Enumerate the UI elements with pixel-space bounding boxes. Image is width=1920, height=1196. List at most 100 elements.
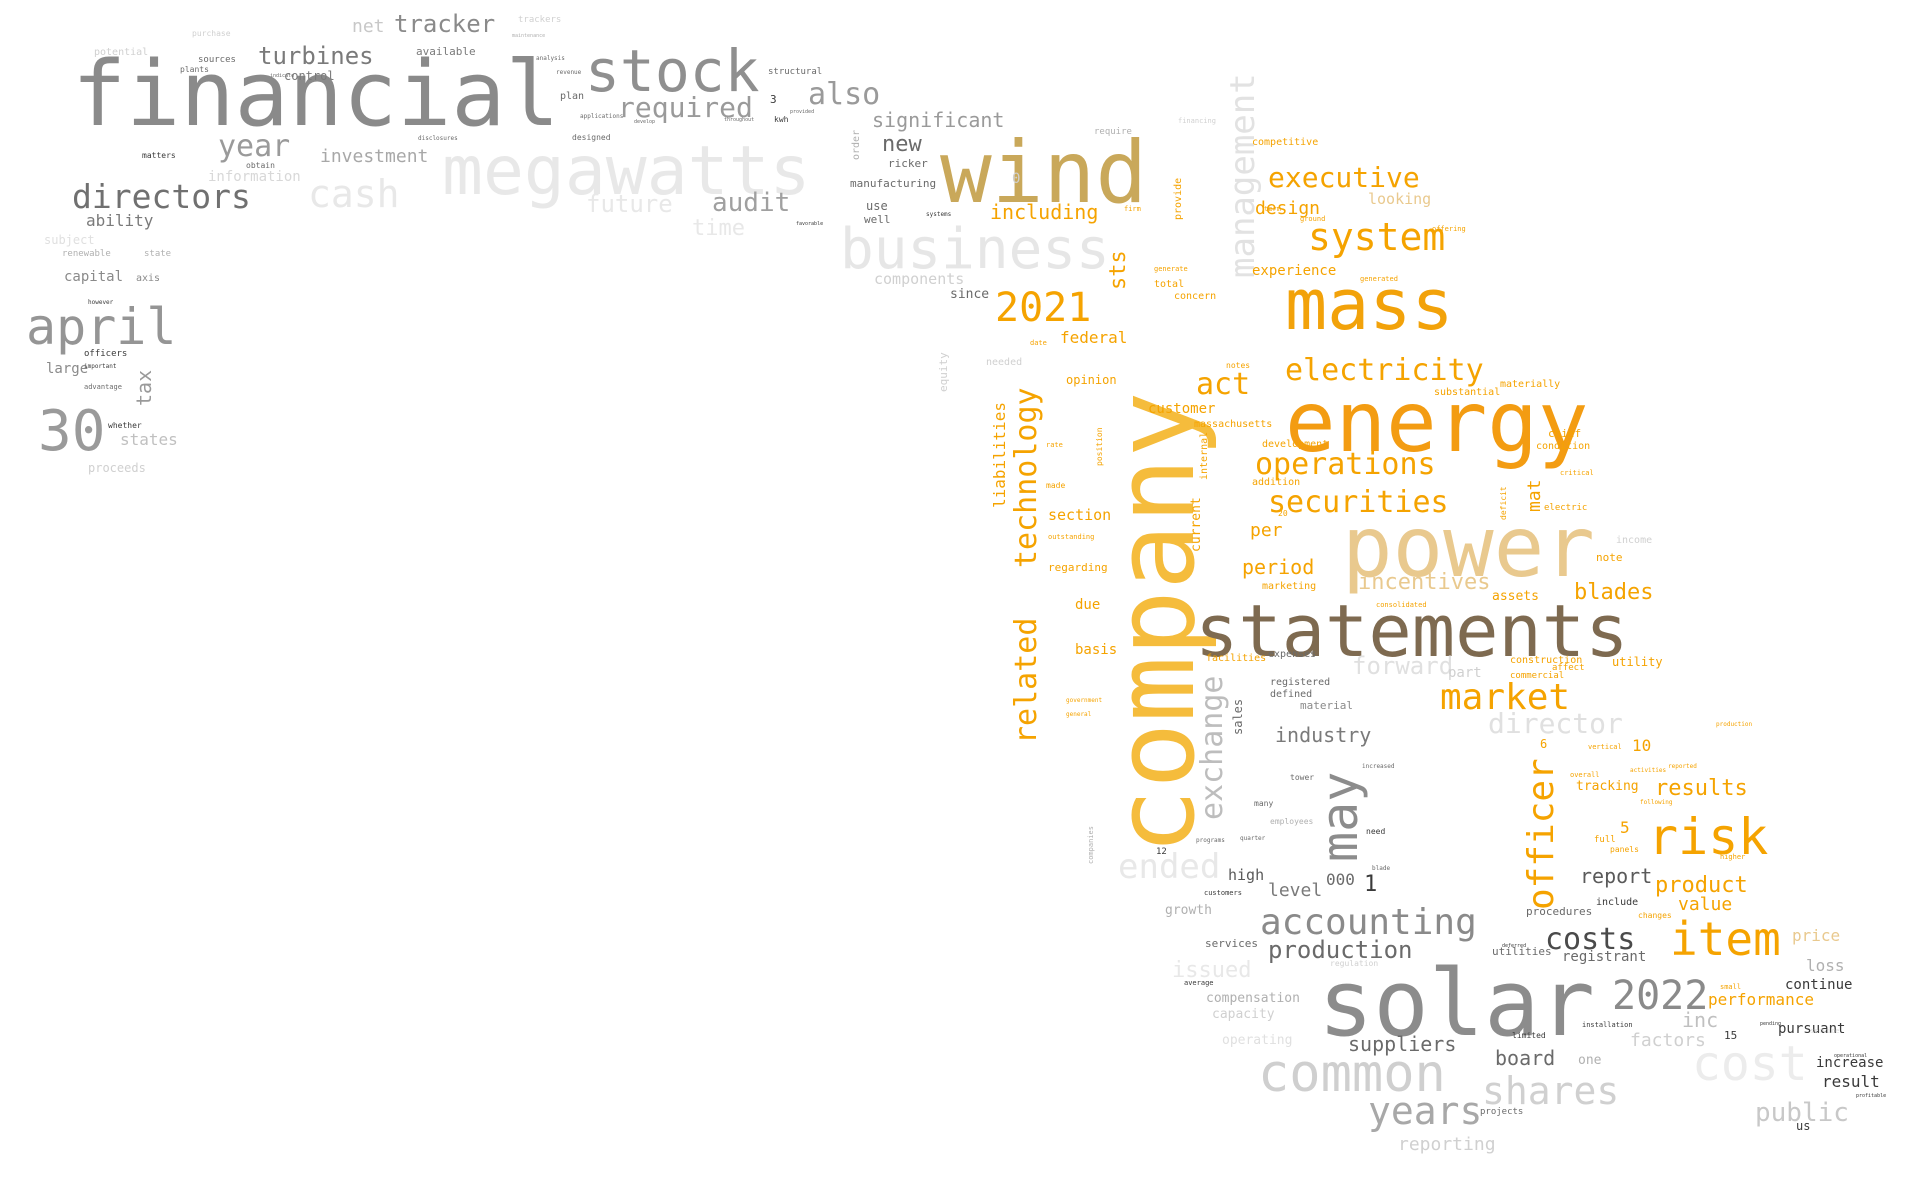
word-information: information xyxy=(208,169,301,185)
word-shares: shares xyxy=(1482,1069,1620,1113)
word-revenue: revenue xyxy=(556,69,582,76)
word-audit: audit xyxy=(712,188,791,218)
word-investment: investment xyxy=(320,146,429,167)
word-power: power xyxy=(1342,498,1595,596)
word-services: services xyxy=(1205,937,1258,950)
word-also: also xyxy=(808,77,881,112)
word-sales: sales xyxy=(1231,698,1245,735)
word-changes: changes xyxy=(1638,911,1672,920)
word-value: value xyxy=(1678,894,1733,915)
word-disclosures: disclosures xyxy=(418,135,458,142)
word-favorable: favorable xyxy=(796,221,824,227)
word-business: business xyxy=(840,217,1110,282)
word-reporting: reporting xyxy=(1398,1134,1496,1155)
word-continue: continue xyxy=(1785,977,1853,993)
word-outstanding: outstanding xyxy=(1048,533,1095,541)
word-overall: overall xyxy=(1570,771,1600,779)
word-accounting: accounting xyxy=(1260,902,1477,943)
word-materially: materially xyxy=(1500,379,1561,390)
word-inc: inc xyxy=(1682,1008,1719,1032)
word-level: level xyxy=(1268,880,1323,901)
word-regarding: regarding xyxy=(1048,561,1108,574)
word-operating: operating xyxy=(1222,1033,1293,1048)
word-0: 0 xyxy=(1012,171,1021,187)
word-activities: activities xyxy=(1630,767,1667,774)
word-production: production xyxy=(1268,936,1413,964)
word-customer: customer xyxy=(1148,401,1216,417)
word-2022: 2022 xyxy=(1612,973,1709,1019)
word-sts: sts xyxy=(1106,250,1131,290)
word-small: small xyxy=(1720,983,1742,991)
word-design: design xyxy=(1255,198,1321,219)
word-profitable: profitable xyxy=(1856,1093,1887,1099)
word-growth: growth xyxy=(1165,903,1212,918)
word-period: period xyxy=(1242,555,1315,579)
word-company: company xyxy=(1091,391,1219,855)
word-average: average xyxy=(1184,979,1214,987)
word-tracker: tracker xyxy=(394,10,496,38)
word-required: required xyxy=(618,91,753,124)
word-april: april xyxy=(26,298,177,356)
word-utilities: utilities xyxy=(1492,945,1552,958)
word-management: management xyxy=(1223,73,1263,278)
word-structural: structural xyxy=(768,67,823,77)
word-blade: blade xyxy=(1372,865,1391,872)
word-state: state xyxy=(144,249,172,259)
word-30: 30 xyxy=(38,399,106,464)
word-applications: applications xyxy=(580,113,624,120)
word-significant: significant xyxy=(872,108,1005,132)
word-liabilities: liabilities xyxy=(990,402,1009,508)
word-notes: notes xyxy=(1226,361,1251,370)
word-ground: ground xyxy=(1300,215,1326,223)
word-exchange: exchange xyxy=(1195,675,1230,821)
word-market: market xyxy=(1440,677,1571,718)
word-potential: potential xyxy=(94,47,149,58)
word-provided: provided xyxy=(790,109,815,115)
word-government: government xyxy=(1066,697,1103,704)
word-electricity: electricity xyxy=(1285,353,1484,388)
word-financing: financing xyxy=(1178,117,1216,125)
word-regulation: regulation xyxy=(1330,959,1379,968)
word-turbines: turbines xyxy=(258,42,374,70)
word-consolidated: consolidated xyxy=(1376,601,1427,609)
word-advantage: advantage xyxy=(84,383,122,391)
word-energy: energy xyxy=(1285,373,1589,471)
word-addition: addition xyxy=(1252,477,1301,488)
word-cash: cash xyxy=(308,172,400,216)
word-electric: electric xyxy=(1544,503,1588,513)
word-require: require xyxy=(1094,127,1132,137)
word-related: related xyxy=(1009,617,1044,744)
word-companies: companies xyxy=(1087,826,1095,864)
word-forward: forward xyxy=(1352,652,1454,680)
word-public: public xyxy=(1755,1098,1849,1128)
word-sources: sources xyxy=(198,55,236,65)
word-suppliers: suppliers xyxy=(1348,1032,1457,1056)
word-important: important xyxy=(84,363,117,370)
word-due: due xyxy=(1075,597,1101,613)
word-1: 1 xyxy=(1364,872,1378,897)
word-employees: employees xyxy=(1270,817,1314,826)
word-need: need xyxy=(1366,827,1386,836)
word-ended: ended xyxy=(1118,847,1221,887)
word-quarter: quarter xyxy=(1240,835,1266,842)
word-subject: subject xyxy=(44,233,95,247)
word-5: 5 xyxy=(1620,818,1630,837)
word-utility: utility xyxy=(1612,655,1663,669)
word-assets: assets xyxy=(1492,589,1539,604)
word-directors: directors xyxy=(72,177,251,216)
word-system: system xyxy=(1308,215,1446,259)
word-general: general xyxy=(1066,711,1092,718)
word-designed: designed xyxy=(572,133,611,142)
word-operational: operational xyxy=(1834,1053,1868,1059)
word-tax: tax xyxy=(132,369,156,406)
word-plan: plan xyxy=(560,91,585,102)
word-director: director xyxy=(1488,707,1623,740)
word-high: high xyxy=(1228,866,1265,884)
word-critical: critical xyxy=(1560,469,1594,477)
word-firm: firm xyxy=(1124,205,1141,213)
word-order: order xyxy=(851,129,862,160)
word-time: time xyxy=(692,216,745,241)
word-pursuant: pursuant xyxy=(1778,1021,1846,1037)
word-systems: systems xyxy=(926,211,952,218)
word-income: income xyxy=(1616,535,1653,546)
